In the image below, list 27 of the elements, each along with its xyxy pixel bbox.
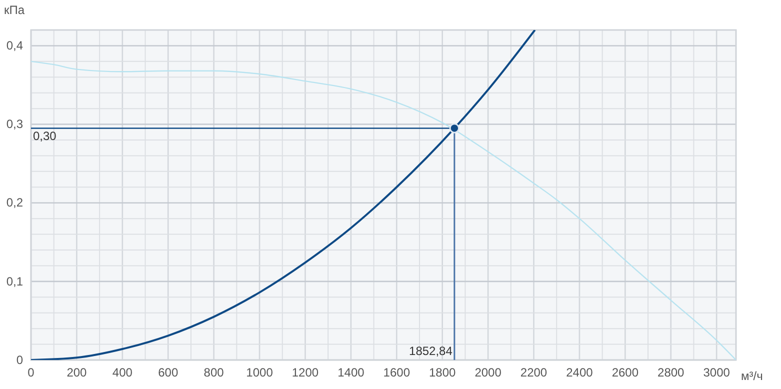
x-tick-label: 600	[158, 366, 178, 380]
x-tick-label: 2400	[566, 366, 594, 380]
ref-line-label: 1852,84	[409, 344, 453, 358]
x-tick-label: 2000	[474, 366, 502, 380]
y-axis-title: кПа	[4, 3, 25, 17]
x-tick-label: 400	[112, 366, 133, 380]
x-tick-label: 1200	[292, 366, 319, 380]
x-tick-label: 1400	[338, 366, 365, 380]
y-tick-label: 0,2	[6, 196, 24, 210]
y-tick-label: 0	[16, 352, 24, 367]
y-tick-label: 0,3	[6, 117, 24, 132]
x-tick-label: 1600	[383, 366, 410, 380]
y-tick-label: 0,1	[6, 274, 24, 288]
x-tick-label: 3000	[703, 366, 730, 380]
ref-line-label: 0,30	[33, 129, 57, 144]
x-tick-label: 2600	[612, 366, 639, 380]
line-series	[31, 30, 536, 360]
x-tick-label: 1000	[246, 366, 274, 380]
x-tick-label: 2200	[520, 366, 548, 380]
x-tick-label: 1800	[428, 366, 456, 380]
x-tick-label: 800	[204, 366, 224, 380]
x-tick-label: 200	[66, 366, 88, 380]
x-tick-label: 0	[28, 366, 35, 380]
line-series	[31, 60, 736, 360]
y-tick-label: 0,4	[6, 38, 24, 53]
x-axis-title: м³/ч	[741, 369, 763, 383]
x-tick-label: 2800	[658, 366, 685, 380]
